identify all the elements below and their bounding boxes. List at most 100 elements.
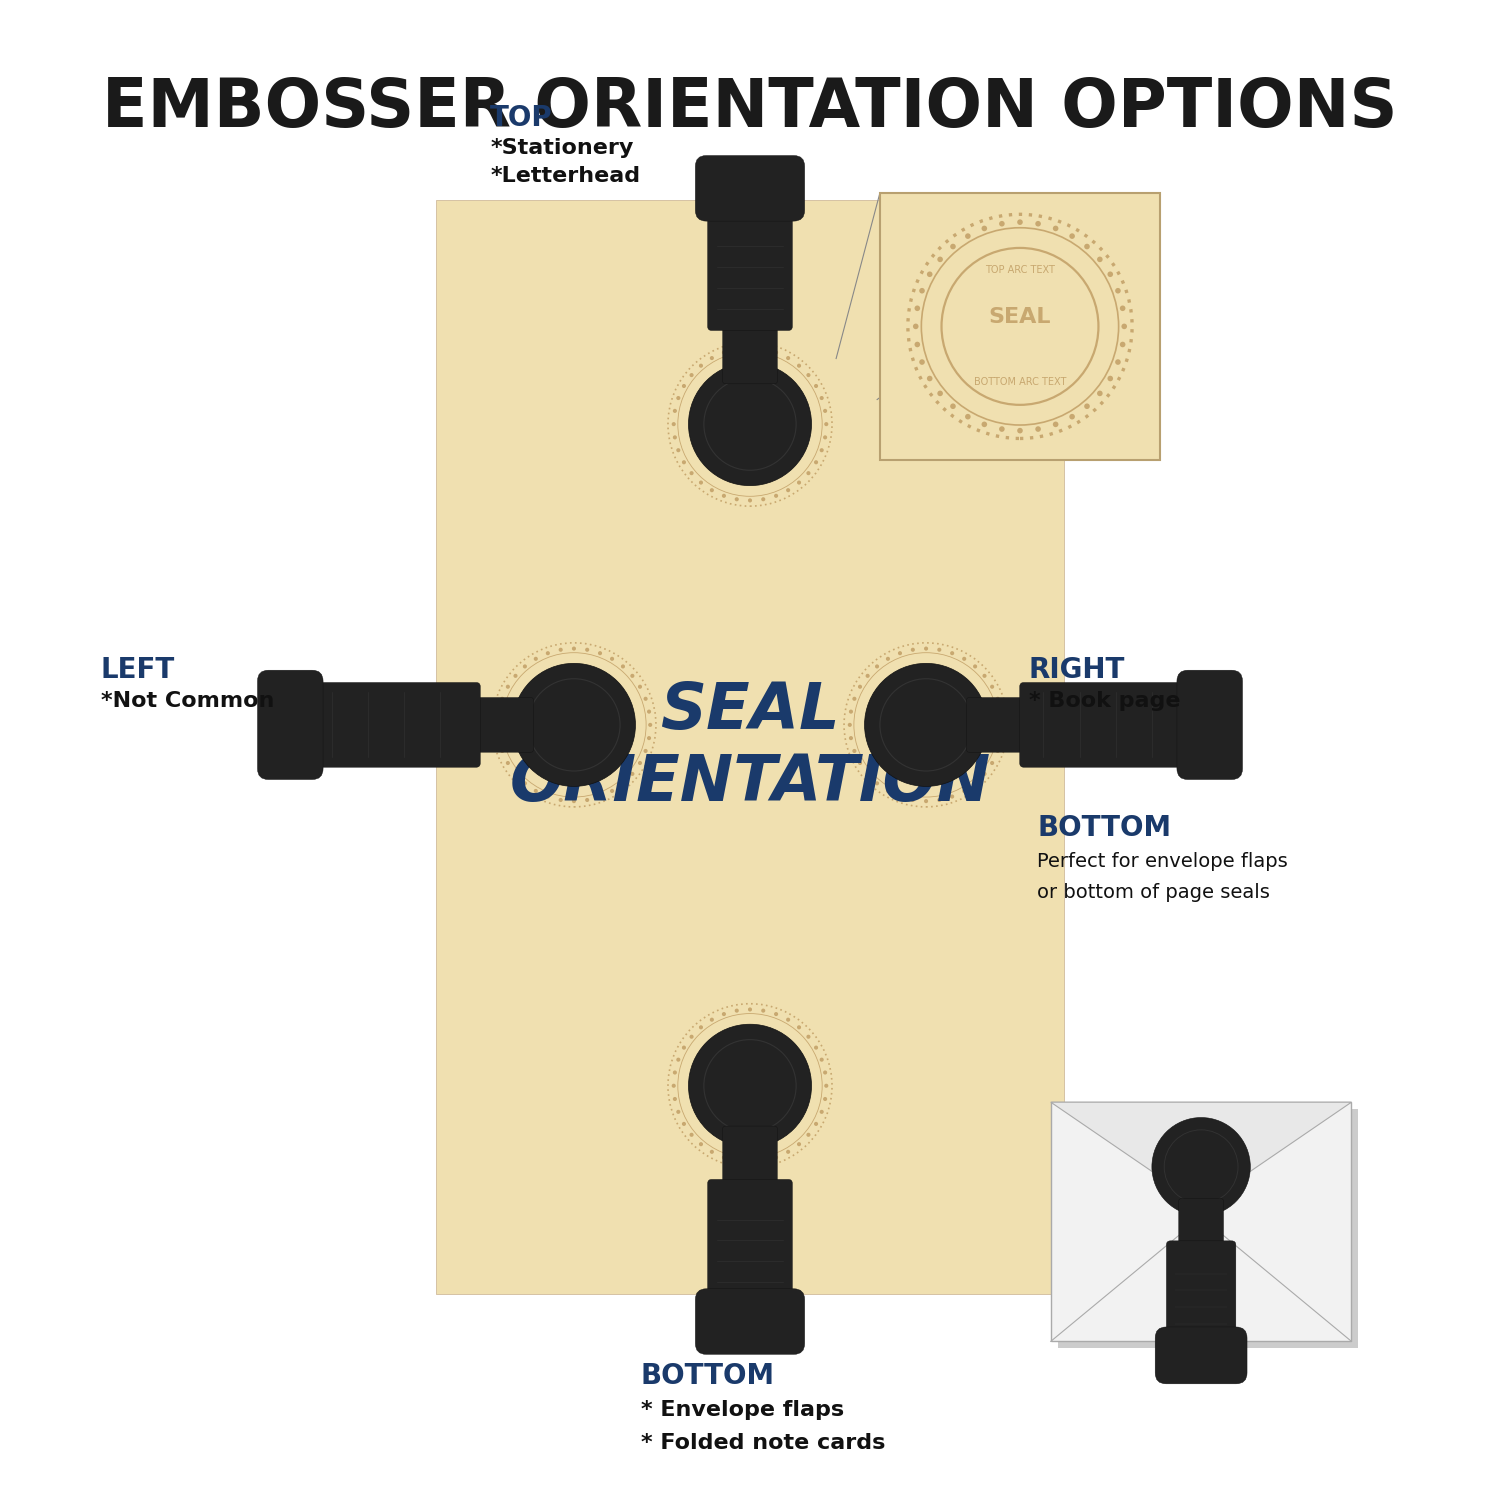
Circle shape [910, 798, 915, 802]
Circle shape [774, 494, 778, 498]
Circle shape [710, 488, 714, 492]
Text: SEAL: SEAL [735, 1074, 765, 1084]
Circle shape [1236, 1166, 1238, 1167]
Circle shape [513, 674, 517, 678]
Circle shape [864, 663, 987, 786]
Text: Perfect for envelope flaps: Perfect for envelope flaps [1036, 852, 1288, 871]
Circle shape [886, 789, 890, 794]
Circle shape [999, 736, 1004, 740]
Circle shape [760, 346, 765, 351]
Circle shape [688, 1024, 812, 1148]
Circle shape [760, 1160, 765, 1162]
Circle shape [699, 480, 703, 484]
Circle shape [496, 736, 501, 740]
Circle shape [852, 748, 856, 753]
Text: TOP ARC TEXT: TOP ARC TEXT [909, 681, 944, 687]
Circle shape [1166, 1160, 1167, 1161]
Circle shape [796, 363, 801, 368]
Circle shape [915, 342, 920, 348]
Circle shape [638, 684, 642, 688]
Text: LEFT: LEFT [100, 656, 176, 684]
Circle shape [646, 736, 651, 740]
Circle shape [1122, 324, 1126, 328]
FancyBboxPatch shape [1167, 1240, 1236, 1342]
Circle shape [710, 1017, 714, 1022]
Text: SEAL: SEAL [910, 714, 942, 723]
Circle shape [938, 798, 942, 802]
Circle shape [735, 496, 740, 501]
Circle shape [610, 789, 614, 794]
Circle shape [819, 1058, 824, 1062]
Circle shape [886, 657, 890, 662]
Circle shape [1212, 1198, 1214, 1202]
Circle shape [1188, 1132, 1190, 1134]
Circle shape [974, 782, 976, 786]
Circle shape [496, 710, 501, 714]
Circle shape [824, 410, 827, 413]
Circle shape [796, 480, 801, 484]
Circle shape [748, 1008, 752, 1011]
Text: BOTTOM: BOTTOM [640, 1362, 776, 1390]
Text: RIGHT: RIGHT [1029, 656, 1125, 684]
FancyBboxPatch shape [708, 1179, 792, 1304]
Circle shape [786, 1017, 790, 1022]
Text: *Stationery: *Stationery [490, 138, 633, 159]
Circle shape [990, 760, 994, 765]
Circle shape [962, 657, 966, 662]
Circle shape [964, 234, 970, 238]
Circle shape [1000, 723, 1005, 728]
Circle shape [982, 674, 987, 678]
Text: TOP ARC TEXT: TOP ARC TEXT [732, 381, 768, 386]
Text: TOP ARC TEXT: TOP ARC TEXT [1190, 1146, 1212, 1149]
Circle shape [807, 1035, 810, 1040]
Circle shape [534, 789, 538, 794]
Circle shape [824, 1096, 827, 1101]
Circle shape [1234, 1160, 1238, 1161]
Circle shape [585, 648, 590, 652]
Circle shape [938, 256, 944, 262]
Circle shape [690, 1035, 693, 1040]
Circle shape [506, 760, 510, 765]
Circle shape [874, 782, 879, 786]
Circle shape [999, 710, 1004, 714]
Circle shape [996, 748, 1000, 753]
Circle shape [676, 396, 681, 400]
Circle shape [690, 1132, 693, 1137]
Circle shape [674, 1096, 676, 1101]
Circle shape [1218, 1136, 1219, 1137]
Circle shape [981, 225, 987, 231]
Circle shape [722, 351, 726, 354]
Circle shape [1053, 422, 1059, 428]
Circle shape [610, 657, 614, 662]
Circle shape [1233, 1178, 1236, 1180]
Text: BOTTOM: BOTTOM [1036, 815, 1172, 843]
Circle shape [748, 1160, 752, 1164]
Circle shape [621, 664, 626, 669]
Circle shape [1017, 219, 1023, 225]
Text: TOP ARC TEXT: TOP ARC TEXT [986, 266, 1054, 276]
Circle shape [1120, 342, 1125, 348]
Circle shape [1167, 1154, 1168, 1155]
Circle shape [950, 651, 954, 656]
Text: BOTTOM ARC TEXT: BOTTOM ARC TEXT [1186, 1184, 1216, 1188]
Circle shape [938, 648, 942, 652]
FancyBboxPatch shape [1058, 1108, 1359, 1348]
Circle shape [1206, 1131, 1208, 1132]
Circle shape [786, 356, 790, 360]
Circle shape [760, 496, 765, 501]
Circle shape [849, 736, 853, 740]
Circle shape [807, 1132, 810, 1137]
Circle shape [1178, 1192, 1179, 1196]
Circle shape [1114, 358, 1120, 364]
Circle shape [915, 306, 920, 310]
Text: BOTTOM ARC TEXT: BOTTOM ARC TEXT [728, 462, 772, 468]
Circle shape [1070, 234, 1076, 238]
Circle shape [1188, 1198, 1190, 1202]
Circle shape [524, 782, 526, 786]
FancyBboxPatch shape [308, 682, 480, 766]
Circle shape [924, 646, 928, 651]
Circle shape [786, 1150, 790, 1154]
Circle shape [513, 663, 636, 786]
Circle shape [852, 696, 856, 700]
Circle shape [1218, 1197, 1219, 1198]
